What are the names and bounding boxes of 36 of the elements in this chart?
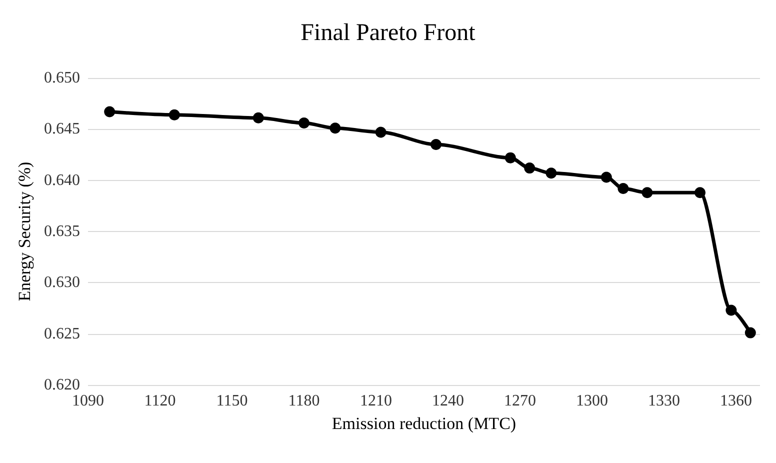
point [618, 183, 629, 194]
x-tick-label: 1360 [720, 392, 752, 410]
point [642, 187, 653, 198]
y-tick-label: 0.630 [44, 274, 80, 292]
point [600, 172, 612, 183]
chart-title: Final Pareto Front [300, 20, 476, 46]
point [430, 139, 442, 150]
point [726, 304, 737, 316]
y-tick-label: 0.635 [44, 223, 80, 240]
point [694, 187, 706, 198]
point [168, 109, 180, 120]
y-tick-label: 0.625 [44, 325, 80, 342]
point [504, 152, 516, 164]
y-tick-label: 0.650 [44, 70, 80, 86]
x-tick-label: 1330 [648, 392, 680, 410]
y-axis-title: Energy Security (%) [15, 162, 34, 302]
x-axis-title: Emission reduction (MTC) [332, 414, 516, 433]
x-tick-label: 1300 [576, 392, 608, 410]
point [546, 168, 557, 179]
point [375, 126, 386, 138]
x-tick-label: 1210 [360, 392, 392, 410]
x-tick-label: 1120 [144, 392, 176, 410]
point [744, 327, 756, 338]
x-tick-label: 1270 [504, 392, 536, 410]
x-tick-label: 1150 [216, 392, 248, 410]
point [330, 122, 341, 134]
x-tick-label: 1180 [288, 392, 320, 410]
point [524, 162, 536, 174]
y-tick-label: 0.620 [44, 376, 80, 394]
x-tick-label: 1240 [432, 392, 464, 410]
x-tick-label: 1090 [72, 392, 104, 410]
point [104, 106, 116, 118]
y-tick-label: 0.645 [44, 120, 80, 138]
point [298, 118, 310, 129]
y-tick-label: 0.640 [44, 172, 80, 189]
point [252, 112, 264, 124]
